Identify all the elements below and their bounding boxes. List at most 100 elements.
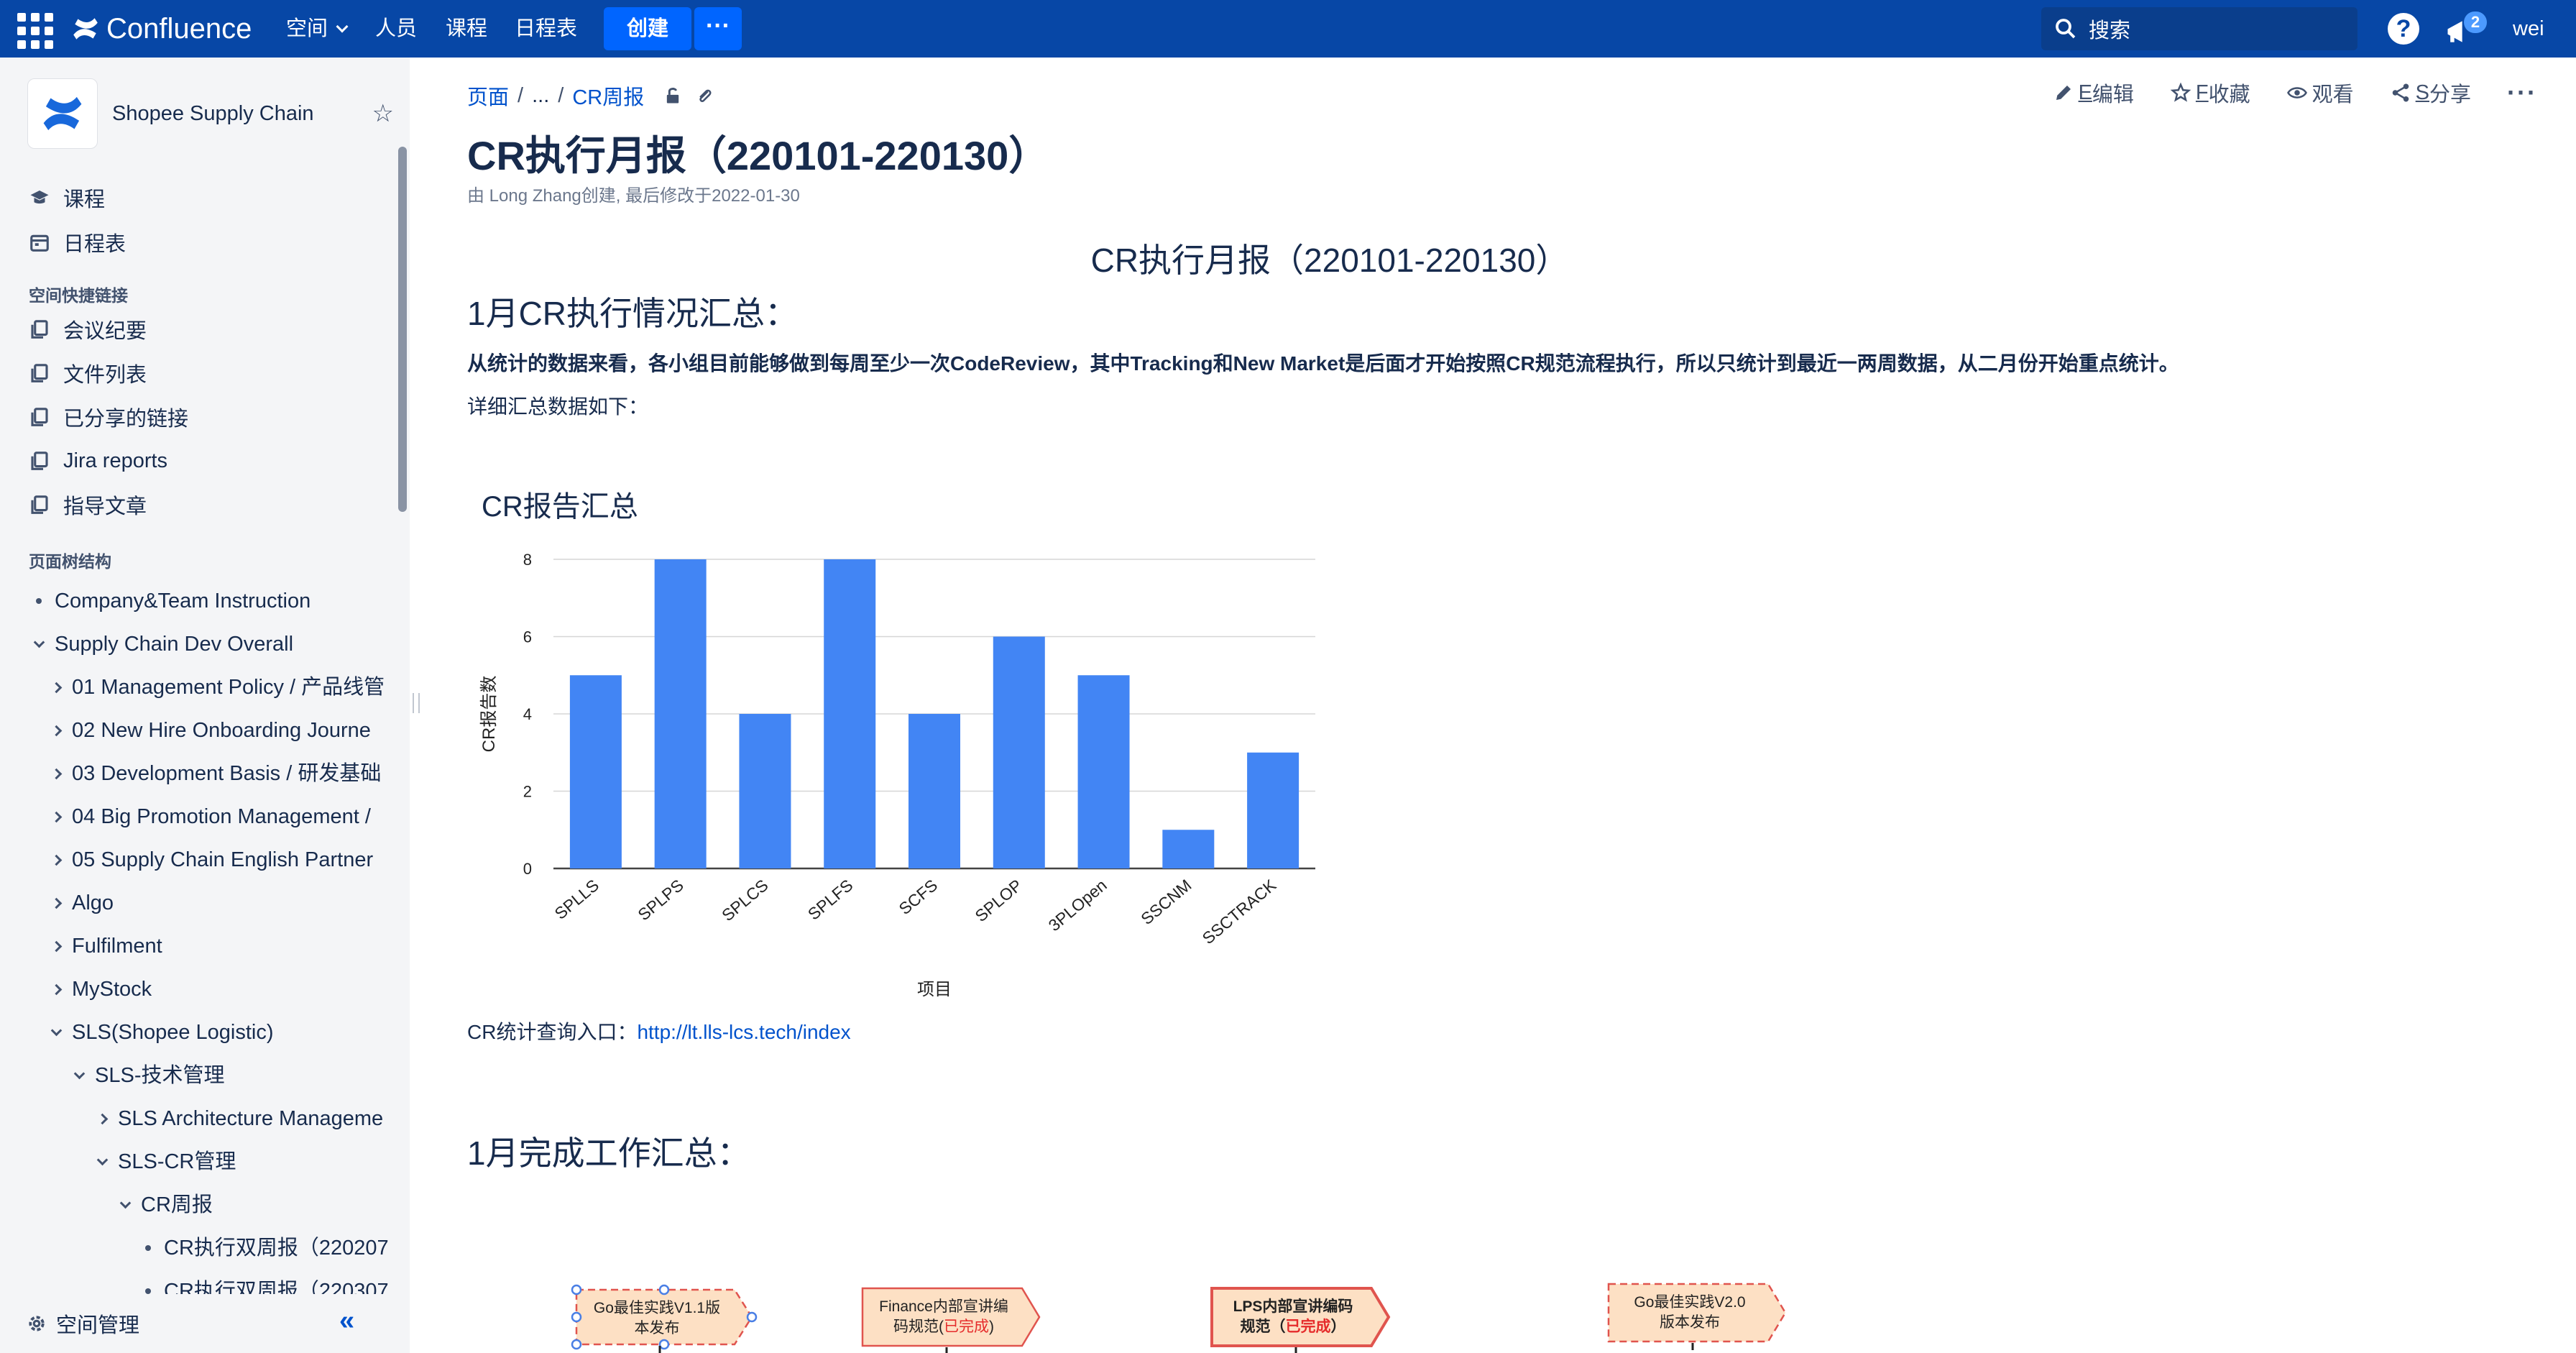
tree-item[interactable]: MyStock xyxy=(46,973,388,1006)
space-name[interactable]: Shopee Supply Chain xyxy=(112,101,314,125)
favorite-shortcut: F xyxy=(2195,81,2209,104)
user-menu[interactable]: wei xyxy=(2513,17,2544,40)
tree-item[interactable]: SLS(Shopee Logistic) xyxy=(46,1016,388,1049)
notifications-button[interactable]: 2 xyxy=(2444,12,2487,47)
milestone-line2: 版本发布 xyxy=(1660,1314,1720,1331)
tree-item[interactable]: 03 Development Basis / 研发基础 xyxy=(46,757,388,790)
more-actions-button[interactable]: ··· xyxy=(2507,78,2537,108)
sidebar-item-file-list[interactable]: 文件列表 xyxy=(29,355,147,391)
tree-item-label: SLS Architecture Manageme xyxy=(118,1107,384,1130)
favorite-button[interactable]: F 收藏 xyxy=(2170,78,2250,108)
chevron-right-icon[interactable] xyxy=(46,800,66,833)
tree-item[interactable]: CR执行双周报（220207 xyxy=(138,1232,388,1265)
chevron-down-icon[interactable] xyxy=(29,628,49,661)
space-admin-label: 空间管理 xyxy=(56,1314,140,1337)
chevron-right-icon[interactable] xyxy=(46,671,66,704)
selection-handle[interactable] xyxy=(571,1284,582,1295)
sidebar-item-shared-links[interactable]: 已分享的链接 xyxy=(29,399,188,435)
page-title: CR执行月报（220101-220130） xyxy=(467,133,1049,178)
help-icon[interactable]: ? xyxy=(2388,13,2419,45)
copy-icon xyxy=(31,408,48,426)
edit-button[interactable]: E 编辑 xyxy=(2053,78,2134,108)
star-icon xyxy=(2170,82,2191,102)
milestone-box[interactable]: Go最佳实践V2.0 版本发布 xyxy=(1607,1283,1787,1343)
paperclip-icon[interactable] xyxy=(694,86,714,106)
tree-item[interactable]: Supply Chain Dev Overall xyxy=(29,628,388,661)
tree-item[interactable]: Fulfilment xyxy=(46,930,388,963)
sidebar-resize-handle[interactable] xyxy=(413,693,420,713)
chevron-right-icon[interactable] xyxy=(46,886,66,919)
page-actions: E 编辑 F 收藏 观看 S 分享 ··· xyxy=(2017,78,2537,108)
breadcrumb-ellipsis[interactable]: ... xyxy=(532,83,550,107)
tree-item[interactable]: Algo xyxy=(46,886,388,919)
star-icon[interactable]: ☆ xyxy=(372,100,394,127)
share-button[interactable]: S 分享 xyxy=(2390,78,2471,108)
tree-item[interactable]: 04 Big Promotion Management / xyxy=(46,800,388,833)
unlock-icon[interactable] xyxy=(663,86,683,106)
chevron-down-icon[interactable] xyxy=(69,1059,89,1092)
space-logo[interactable] xyxy=(27,78,98,149)
tree-item[interactable]: SLS-CR管理 xyxy=(92,1145,388,1178)
x-axis-label: 项目 xyxy=(917,980,952,999)
selection-handle[interactable] xyxy=(571,1311,582,1323)
chevron-right-icon[interactable] xyxy=(46,973,66,1006)
chevron-right-icon[interactable] xyxy=(46,843,66,876)
section-heading-work-summary: 1月完成工作汇总： xyxy=(467,1134,750,1172)
chevron-down-icon[interactable] xyxy=(115,1188,135,1221)
y-tick-label: 8 xyxy=(523,551,532,569)
nav-calendar[interactable]: 日程表 xyxy=(515,17,578,40)
page-byline: 由 Long Zhang创建, 最后修改于2022-01-30 xyxy=(467,186,800,206)
chevron-right-icon[interactable] xyxy=(46,714,66,747)
nav-people[interactable]: 人员 xyxy=(375,17,418,40)
collapse-sidebar-icon[interactable]: « xyxy=(339,1306,355,1336)
search-input[interactable]: 搜索 xyxy=(2041,7,2358,50)
milestone-shape xyxy=(575,1288,753,1346)
selection-handle[interactable] xyxy=(658,1284,670,1295)
selection-handle[interactable] xyxy=(746,1311,758,1323)
chevron-right-icon[interactable] xyxy=(46,757,66,790)
app-switcher-icon[interactable] xyxy=(17,13,55,49)
space-header[interactable]: Shopee Supply Chain ☆ xyxy=(27,78,394,150)
chevron-right-icon[interactable] xyxy=(46,930,66,963)
confluence-logo[interactable]: Confluence xyxy=(70,10,252,47)
create-more-button[interactable]: ··· xyxy=(694,7,742,50)
breadcrumb-current[interactable]: CR周报 xyxy=(572,86,645,109)
tree-item[interactable]: Company&Team Instruction xyxy=(29,584,388,618)
breadcrumb-separator: / xyxy=(518,83,524,107)
megaphone-icon xyxy=(2447,21,2462,42)
selection-handle[interactable] xyxy=(658,1339,670,1350)
create-button[interactable]: 创建 xyxy=(604,7,691,50)
breadcrumb-pages[interactable]: 页面 xyxy=(467,86,510,109)
watch-button[interactable]: 观看 xyxy=(2286,78,2354,108)
nav-spaces[interactable]: 空间 xyxy=(286,0,349,58)
shortcuts-heading: 空间快捷链接 xyxy=(29,286,128,305)
x-tick-label: SPLFS xyxy=(804,876,857,924)
sidebar-footer: 空间管理 « xyxy=(0,1294,410,1353)
tree-item[interactable]: SLS-技术管理 xyxy=(69,1059,388,1092)
sidebar-item-jira-reports[interactable]: Jira reports xyxy=(29,443,167,479)
sidebar-scrollbar[interactable] xyxy=(398,147,407,512)
tree-item[interactable]: CR周报 xyxy=(115,1188,388,1221)
chevron-down-icon[interactable] xyxy=(92,1145,112,1178)
nav-courses[interactable]: 课程 xyxy=(446,17,488,40)
space-admin-button[interactable]: 空间管理 xyxy=(26,1308,139,1339)
cr-report-bar-chart: CR报告汇总 0 2 4 6 8 SPLLS SPLPS SPLCS SPLFS SCFS SPLOP… xyxy=(479,491,1315,999)
chevron-down-icon[interactable] xyxy=(46,1016,66,1049)
tree-item[interactable]: SLS Architecture Manageme xyxy=(92,1102,388,1135)
sidebar-item-courses[interactable]: 课程 xyxy=(29,180,105,216)
chevron-right-icon[interactable] xyxy=(92,1102,112,1135)
sidebar-item-meeting-notes[interactable]: 会议纪要 xyxy=(29,311,147,347)
tree-item[interactable]: 02 New Hire Onboarding Journe xyxy=(46,714,388,747)
tree-item-label: 04 Big Promotion Management / xyxy=(72,805,371,828)
sidebar-item-calendar[interactable]: 日程表 xyxy=(29,224,126,260)
stats-link[interactable]: http://lt.lls-lcs.tech/index xyxy=(637,1021,851,1043)
tree-item[interactable]: 01 Management Policy / 产品线管 xyxy=(46,671,388,704)
graduation-icon xyxy=(30,191,49,204)
selection-handle[interactable] xyxy=(571,1339,582,1350)
more-icon: ··· xyxy=(2507,78,2537,107)
sidebar-item-guide-articles[interactable]: 指导文章 xyxy=(29,487,147,523)
tree-item[interactable]: 05 Supply Chain English Partner xyxy=(46,843,388,876)
